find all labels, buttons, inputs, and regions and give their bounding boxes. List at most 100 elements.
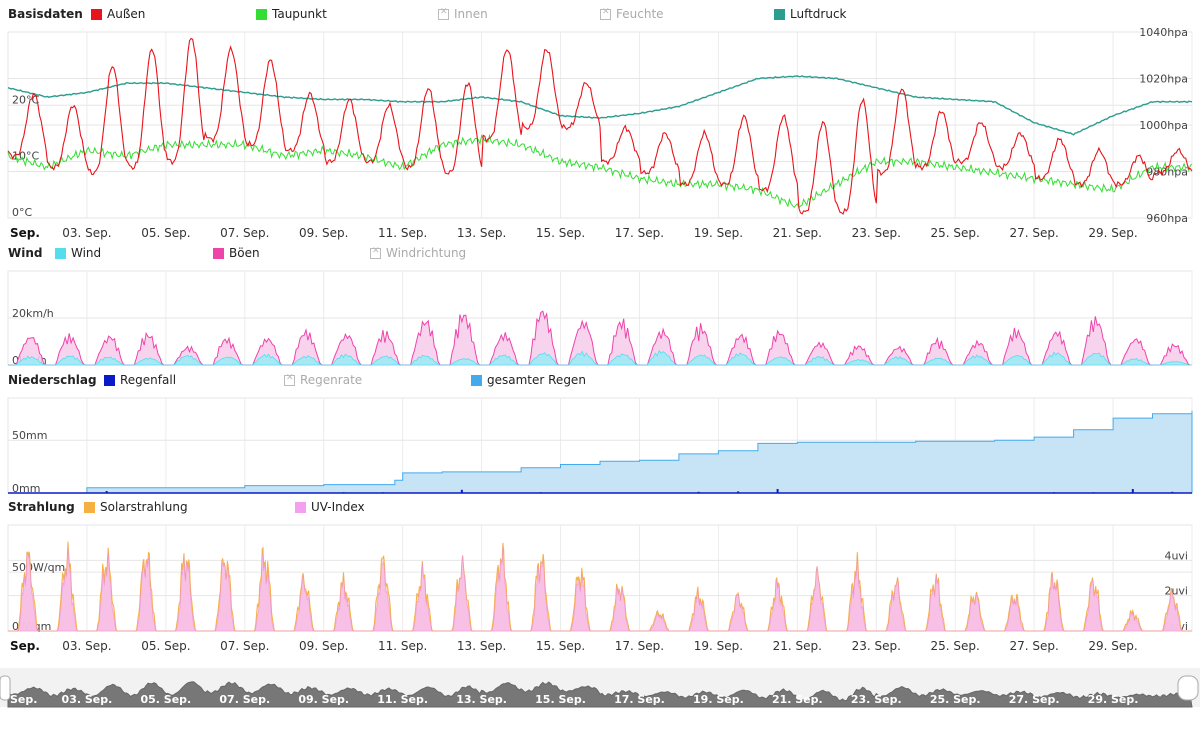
- legend-swatch: [91, 8, 102, 20]
- legend-swatch: [774, 8, 785, 20]
- legend-item-böen[interactable]: Böen: [213, 246, 260, 260]
- legend-swatch: [438, 7, 449, 20]
- series-uv-index-area: [8, 545, 1192, 632]
- legend-item-solarstrahlung[interactable]: Solarstrahlung: [84, 500, 188, 514]
- series-regenfall-bar: [776, 489, 779, 493]
- legend-item-gesamter-regen[interactable]: gesamter Regen: [471, 373, 586, 387]
- legend-label: Außen: [107, 7, 146, 21]
- y-right-tick-label: 960hpa: [1146, 212, 1188, 225]
- legend-label: Solarstrahlung: [100, 500, 188, 514]
- navigator-tick-label: 15. Sep.: [535, 693, 586, 706]
- y-left-tick-label: 0mm: [12, 482, 40, 495]
- series-regenfall-bar: [105, 491, 108, 493]
- chart-title: Basisdaten: [8, 7, 83, 21]
- x-tick-label: 03. Sep.: [62, 639, 111, 653]
- x-tick-label: 21. Sep.: [773, 639, 822, 653]
- y-left-tick-label: 20km/h: [12, 307, 54, 320]
- x-tick-label: 29. Sep.: [1088, 226, 1137, 240]
- y-left-tick-label: 50mm: [12, 429, 47, 442]
- niederschlag-chart: 0mm 50mm: [7, 397, 1193, 495]
- navigator-tick-label: 09. Sep.: [298, 693, 349, 706]
- x-tick-month-label: Sep.: [10, 226, 40, 240]
- navigator-tick-label: 13. Sep.: [456, 693, 507, 706]
- x-tick-label: 29. Sep.: [1088, 639, 1137, 653]
- y-right-tick-label: 4uvi: [1164, 549, 1188, 562]
- chart-title: Niederschlag: [8, 373, 97, 387]
- legend-swatch: [295, 501, 306, 513]
- series-regenfall-bar: [1131, 489, 1134, 493]
- legend-label: Wind: [71, 246, 102, 260]
- series-gesamter-regen-area: [8, 410, 1193, 494]
- legend-swatch: [104, 374, 115, 386]
- navigator-handle-left[interactable]: [0, 675, 11, 701]
- navigator-month-label: Sep.: [10, 693, 37, 706]
- legend-label: gesamter Regen: [487, 373, 586, 387]
- legend-label: Regenrate: [300, 373, 363, 387]
- y-right-tick-label: 980hpa: [1146, 166, 1188, 179]
- legend-swatch: [84, 501, 95, 513]
- legend-item-regenrate[interactable]: Regenrate: [284, 373, 362, 387]
- legend-item-wind[interactable]: Wind: [55, 246, 101, 260]
- legend-wind: Wind Wind Böen Windrichtung: [0, 246, 1200, 266]
- legend-item-außen[interactable]: Außen: [91, 7, 145, 21]
- x-tick-label: 03. Sep.: [62, 226, 111, 240]
- navigator: Sep. 03. Sep. 05. Sep. 07. Sep. 09. Sep. 11. …: [0, 668, 1200, 708]
- x-tick-label: 13. Sep.: [457, 639, 506, 653]
- x-tick-label: 23. Sep.: [852, 226, 901, 240]
- x-tick-label: 25. Sep.: [931, 226, 980, 240]
- y-left-tick-label: 0°C: [12, 206, 32, 219]
- navigator-handle-right[interactable]: [1177, 675, 1199, 701]
- legend-swatch: [370, 246, 381, 259]
- y-right-tick-label: 1000hpa: [1139, 119, 1188, 132]
- navigator-tick-label: 23. Sep.: [851, 693, 902, 706]
- legend-swatch: [600, 7, 611, 20]
- legend-label: UV-Index: [311, 500, 365, 514]
- y-right-tick-label: 1040hpa: [1139, 26, 1188, 39]
- navigator-series-area: [7, 681, 1193, 708]
- legend-item-regenfall[interactable]: Regenfall: [104, 373, 176, 387]
- navigator-tick-label: 27. Sep.: [1009, 693, 1060, 706]
- x-tick-label: 09. Sep.: [299, 639, 348, 653]
- x-tick-label: 11. Sep.: [378, 639, 427, 653]
- navigator-tick-label: 17. Sep.: [614, 693, 665, 706]
- navigator-tick-label: 07. Sep.: [219, 693, 270, 706]
- x-tick-label: 05. Sep.: [141, 639, 190, 653]
- x-tick-label: 17. Sep.: [615, 226, 664, 240]
- legend-swatch: [213, 247, 224, 259]
- navigator-tick-label: 25. Sep.: [930, 693, 981, 706]
- legend-niederschlag: Niederschlag Regenfall Regenrate gesamter R…: [0, 373, 1200, 393]
- legend-item-uv-index[interactable]: UV-Index: [295, 500, 365, 514]
- legend-swatch: [284, 373, 295, 386]
- legend-label: Luftdruck: [790, 7, 847, 21]
- legend-item-feuchte[interactable]: Feuchte: [600, 7, 664, 21]
- navigator-tick-label: 05. Sep.: [140, 693, 191, 706]
- x-tick-label: 15. Sep.: [536, 226, 585, 240]
- legend-item-luftdruck[interactable]: Luftdruck: [774, 7, 847, 21]
- legend-swatch: [55, 247, 66, 259]
- navigator-tick-label: 29. Sep.: [1088, 693, 1139, 706]
- basisdaten-chart: Sep. 03. Sep. 05. Sep. 07. Sep. 09. Sep. 11. …: [7, 26, 1193, 240]
- x-tick-label: 27. Sep.: [1009, 639, 1058, 653]
- chart-title: Strahlung: [8, 500, 75, 514]
- legend-basisdaten: Basisdaten Außen Taupunkt Innen Feuchte Luftd…: [0, 7, 1200, 27]
- plot-area: [7, 524, 1193, 632]
- navigator-tick-label: 21. Sep.: [772, 693, 823, 706]
- navigator-tick-label: 19. Sep.: [693, 693, 744, 706]
- wind-chart: 0km/h20km/h: [7, 270, 1193, 367]
- legend-item-innen[interactable]: Innen: [438, 7, 488, 21]
- x-tick-label: 21. Sep.: [773, 226, 822, 240]
- legend-item-taupunkt[interactable]: Taupunkt: [256, 7, 327, 21]
- y-right-tick-label: 1020hpa: [1139, 73, 1188, 86]
- legend-item-windrichtung[interactable]: Windrichtung: [370, 246, 466, 260]
- x-tick-label: 13. Sep.: [457, 226, 506, 240]
- legend-label: Regenfall: [120, 373, 177, 387]
- x-tick-label: 19. Sep.: [694, 639, 743, 653]
- y-left-tick-label: 500W/qm: [12, 561, 65, 574]
- series-regenfall-bar: [460, 489, 463, 493]
- x-tick-label: 23. Sep.: [852, 639, 901, 653]
- x-tick-label: 05. Sep.: [141, 226, 190, 240]
- series-wind-area: [8, 349, 1192, 366]
- x-tick-label: 11. Sep.: [378, 226, 427, 240]
- x-tick-label: 07. Sep.: [220, 639, 269, 653]
